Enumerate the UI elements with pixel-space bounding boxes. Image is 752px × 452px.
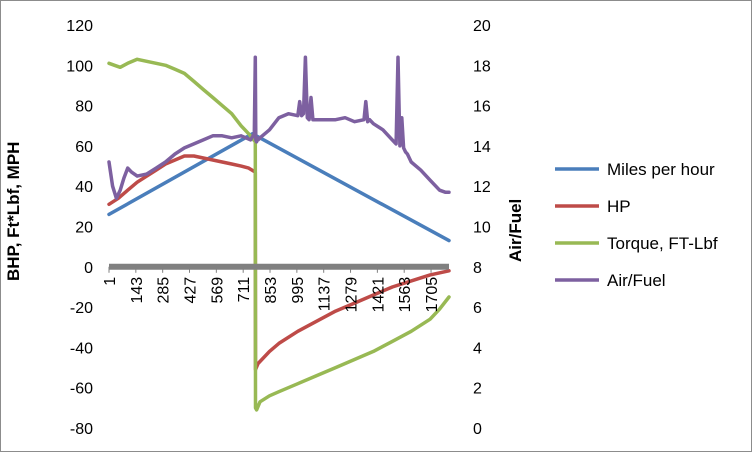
- right-tick-label: 6: [473, 300, 482, 317]
- legend: Miles per hour HP Torque, FT-Lbf Air/Fuel: [555, 160, 718, 290]
- x-tick-label: 1279: [344, 277, 361, 313]
- x-tick-label: 285: [156, 277, 173, 304]
- left-tick-label: 20: [75, 220, 93, 237]
- x-tick-label: 995: [290, 277, 307, 304]
- x-tick-label: 1705: [424, 277, 441, 313]
- right-tick-label: 4: [473, 340, 482, 357]
- x-tick-label: 1137: [317, 277, 334, 312]
- right-tick-label: 18: [473, 58, 491, 75]
- legend-item: Miles per hour: [555, 160, 715, 179]
- x-tick-label: 569: [209, 277, 226, 304]
- left-axis-title: BHP, Ft*Lbf, MPH: [4, 142, 23, 281]
- legend-item: HP: [555, 197, 631, 216]
- right-tick-label: 10: [473, 220, 491, 237]
- left-tick-label: 80: [75, 99, 93, 116]
- right-tick-label: 0: [473, 421, 482, 438]
- x-tick-label: 711: [236, 277, 253, 303]
- right-tick-label: 20: [473, 18, 491, 35]
- x-tick-label: 143: [129, 277, 146, 304]
- right-tick-label: 12: [473, 179, 491, 196]
- x-tick-label: 853: [263, 277, 280, 304]
- x-axis: 1 143 285 427 569 711 853 995 1137 1279 1421 1563 17…: [102, 263, 449, 313]
- legend-label: Miles per hour: [607, 160, 715, 179]
- legend-item: Torque, FT-Lbf: [555, 234, 718, 253]
- left-tick-label: -40: [70, 340, 93, 357]
- x-tick-label: 1563: [397, 277, 414, 313]
- right-axis-title: Air/Fuel: [506, 199, 525, 262]
- series-line-torque-ft-lbf: [107, 57, 451, 412]
- left-tick-label: 40: [75, 179, 93, 196]
- left-y-axis: -80 -60 -40 -20 0 20 40 60 80 100 120: [66, 18, 93, 438]
- legend-label: Torque, FT-Lbf: [607, 234, 718, 253]
- series-line-miles-per-hour: [107, 132, 451, 243]
- series-line-air-fuel: [107, 55, 451, 201]
- left-tick-label: -80: [70, 421, 93, 438]
- left-tick-label: 100: [66, 58, 93, 75]
- left-tick-label: 0: [84, 260, 93, 277]
- legend-item: Air/Fuel: [555, 271, 666, 290]
- right-y-axis: 0 2 4 6 8 10 12 14 16 18 20: [473, 18, 491, 438]
- left-tick-label: 120: [66, 18, 93, 35]
- right-tick-label: 8: [473, 260, 482, 277]
- left-tick-label: -20: [70, 300, 93, 317]
- legend-label: HP: [607, 197, 631, 216]
- x-tick-label: 1421: [370, 277, 387, 313]
- x-tick-label: 1: [102, 277, 119, 286]
- left-tick-label: -60: [70, 381, 93, 398]
- plot-area: [107, 55, 451, 412]
- right-tick-label: 16: [473, 99, 491, 116]
- right-tick-label: 2: [473, 381, 482, 398]
- legend-label: Air/Fuel: [607, 271, 666, 290]
- left-tick-label: 60: [75, 139, 93, 156]
- x-tick-label: 427: [183, 277, 200, 304]
- right-tick-label: 14: [473, 139, 491, 156]
